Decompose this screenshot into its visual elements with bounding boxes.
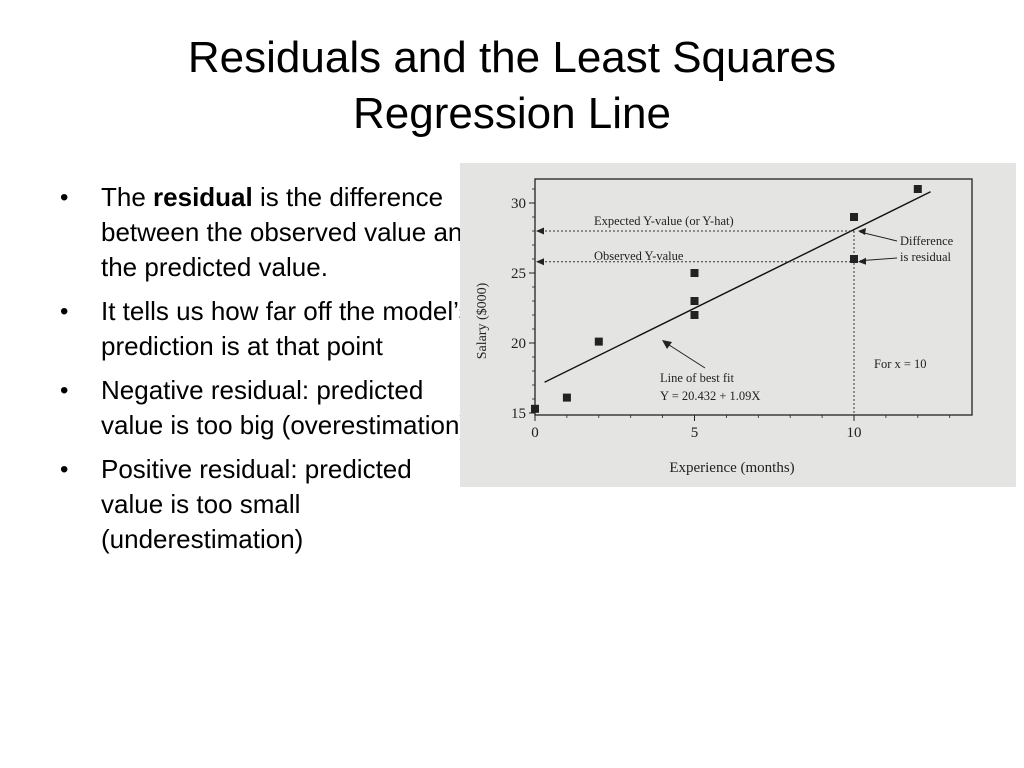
x-tick-label: 5 — [691, 425, 699, 441]
bullet-text-post: is the difference between the observed v… — [101, 182, 477, 282]
data-point — [690, 269, 699, 277]
x-tick-label: 10 — [847, 425, 862, 441]
bullet-item: • Positive residual: predicted value is … — [58, 452, 478, 557]
bullet-item: • Negative residual: predicted value is … — [58, 373, 478, 443]
data-point — [531, 404, 539, 413]
x-axis-label: Experience (months) — [669, 460, 794, 476]
data-point — [690, 311, 699, 319]
bullet-text: Positive residual: predicted value is to… — [101, 454, 412, 554]
bullet-dot: • — [60, 184, 69, 211]
observed-arrowhead — [536, 258, 544, 266]
plot-frame — [534, 178, 973, 416]
annotation-difference-2: is residual — [900, 250, 952, 264]
bullet-text: Negative residual: predicted value is to… — [101, 375, 469, 440]
bullet-text-bold: residual — [153, 182, 253, 212]
slide-title: Residuals and the Least Squares Regressi… — [100, 30, 924, 142]
best-fit-arrowhead — [662, 340, 672, 349]
data-point — [562, 393, 571, 402]
difference-arrowhead-lower — [858, 257, 866, 265]
x-tick-label: 0 — [531, 425, 539, 441]
annotation-for-x: For x = 10 — [874, 357, 927, 371]
bullet-item: • The residual is the difference between… — [58, 180, 478, 285]
y-tick-label: 30 — [511, 196, 526, 212]
y-tick-label: 25 — [511, 266, 526, 282]
regression-chart: Salary ($000) Experience (months) Expect… — [475, 178, 973, 476]
data-point — [594, 337, 603, 346]
bullet-dot: • — [60, 456, 69, 483]
annotation-expected: Expected Y-value (or Y-hat) — [594, 214, 734, 228]
bullet-list: • The residual is the difference between… — [58, 180, 478, 566]
difference-arrowhead-upper — [858, 228, 866, 235]
annotation-observed: Observed Y-value — [594, 249, 684, 263]
y-tick-label: 15 — [511, 406, 526, 422]
y-tick-label: 20 — [511, 336, 526, 352]
data-point — [690, 297, 699, 305]
annotation-best-fit-1: Line of best fit — [660, 371, 734, 385]
bullet-item: • It tells us how far off the model’s pr… — [58, 294, 478, 364]
regression-figure: Salary ($000) Experience (months) Expect… — [460, 163, 1016, 487]
data-point — [850, 255, 858, 263]
title-line-1: Residuals and the Least Squares — [187, 33, 837, 82]
difference-arrow-upper — [859, 231, 898, 242]
expected-arrowhead — [536, 227, 544, 235]
regression-line — [544, 191, 931, 383]
data-point — [913, 185, 922, 193]
bullet-dot: • — [60, 377, 69, 404]
data-point — [850, 213, 858, 221]
title-line-2: Regression Line — [353, 89, 671, 138]
bullet-dot: • — [60, 298, 69, 325]
bullet-text-pre: The — [101, 182, 154, 212]
bullet-text: It tells us how far off the model’s pred… — [101, 296, 472, 361]
y-axis-label: Salary ($000) — [475, 282, 490, 359]
best-fit-arrow — [665, 342, 706, 369]
annotation-best-fit-2: Y = 20.432 + 1.09X — [660, 389, 760, 403]
annotation-difference-1: Difference — [900, 234, 954, 248]
difference-arrow-lower — [859, 257, 898, 262]
